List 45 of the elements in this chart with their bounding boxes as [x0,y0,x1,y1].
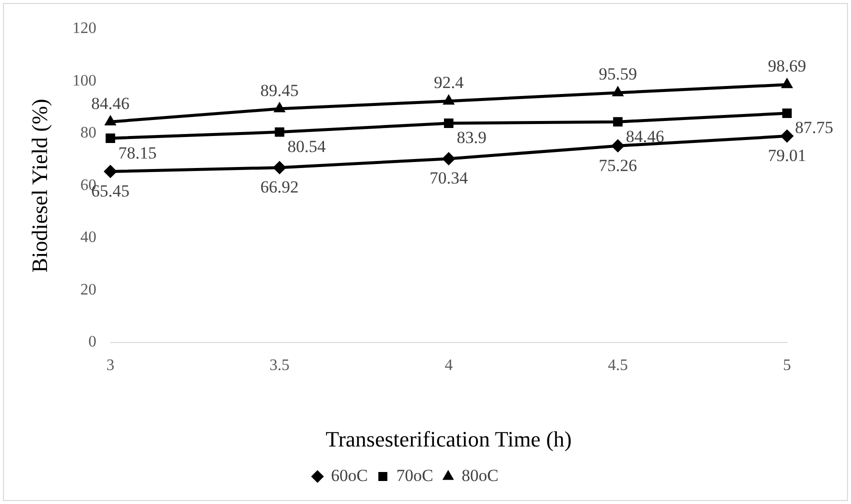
x-axis-title: Transesterification Time (h) [326,426,572,452]
data-label: 98.69 [768,56,806,76]
point [443,94,454,105]
legend-label: 60oC [330,466,368,485]
point [104,115,116,126]
data-label: 70.34 [430,168,468,188]
data-label: 78.15 [118,143,157,162]
y-tick-label: 100 [72,72,96,90]
point [273,161,286,174]
legend-label: 70oC [396,466,434,485]
data-label: 92.4 [434,73,464,92]
data-label: 95.59 [598,64,637,84]
data-label: 89.45 [260,80,299,100]
point [613,117,623,127]
data-label: 84.46 [91,94,130,113]
y-tick-label: 20 [80,281,96,298]
data-label: 80.54 [288,137,326,156]
data-label: 87.75 [795,118,834,138]
x-tick-label: 3.5 [270,357,290,374]
y-tick-label: 40 [80,229,96,246]
x-tick-label: 5 [783,357,791,374]
point [612,86,624,96]
x-tick-label: 4 [444,357,453,374]
point [782,108,792,118]
point [442,152,456,166]
y-tick-label: 120 [72,20,96,38]
data-label: 79.01 [768,146,806,166]
y-tick-label: 80 [80,124,96,142]
data-label: 84.46 [626,126,664,146]
point [274,102,286,112]
point [611,139,624,152]
y-axis-title: Biodiesel Yield (%) [26,98,52,273]
legend-label: 80oC [462,466,499,485]
x-tick-label: 3 [106,357,114,374]
x-tick-label: 4.5 [608,357,628,374]
point [274,127,284,137]
data-label: 83.9 [456,128,486,148]
point [106,134,116,144]
point [780,130,794,143]
point [444,118,454,128]
data-label: 66.92 [260,178,299,197]
point [104,164,117,178]
point [781,78,793,88]
y-tick-label: 0 [88,334,96,351]
data-label: 75.26 [598,156,637,175]
